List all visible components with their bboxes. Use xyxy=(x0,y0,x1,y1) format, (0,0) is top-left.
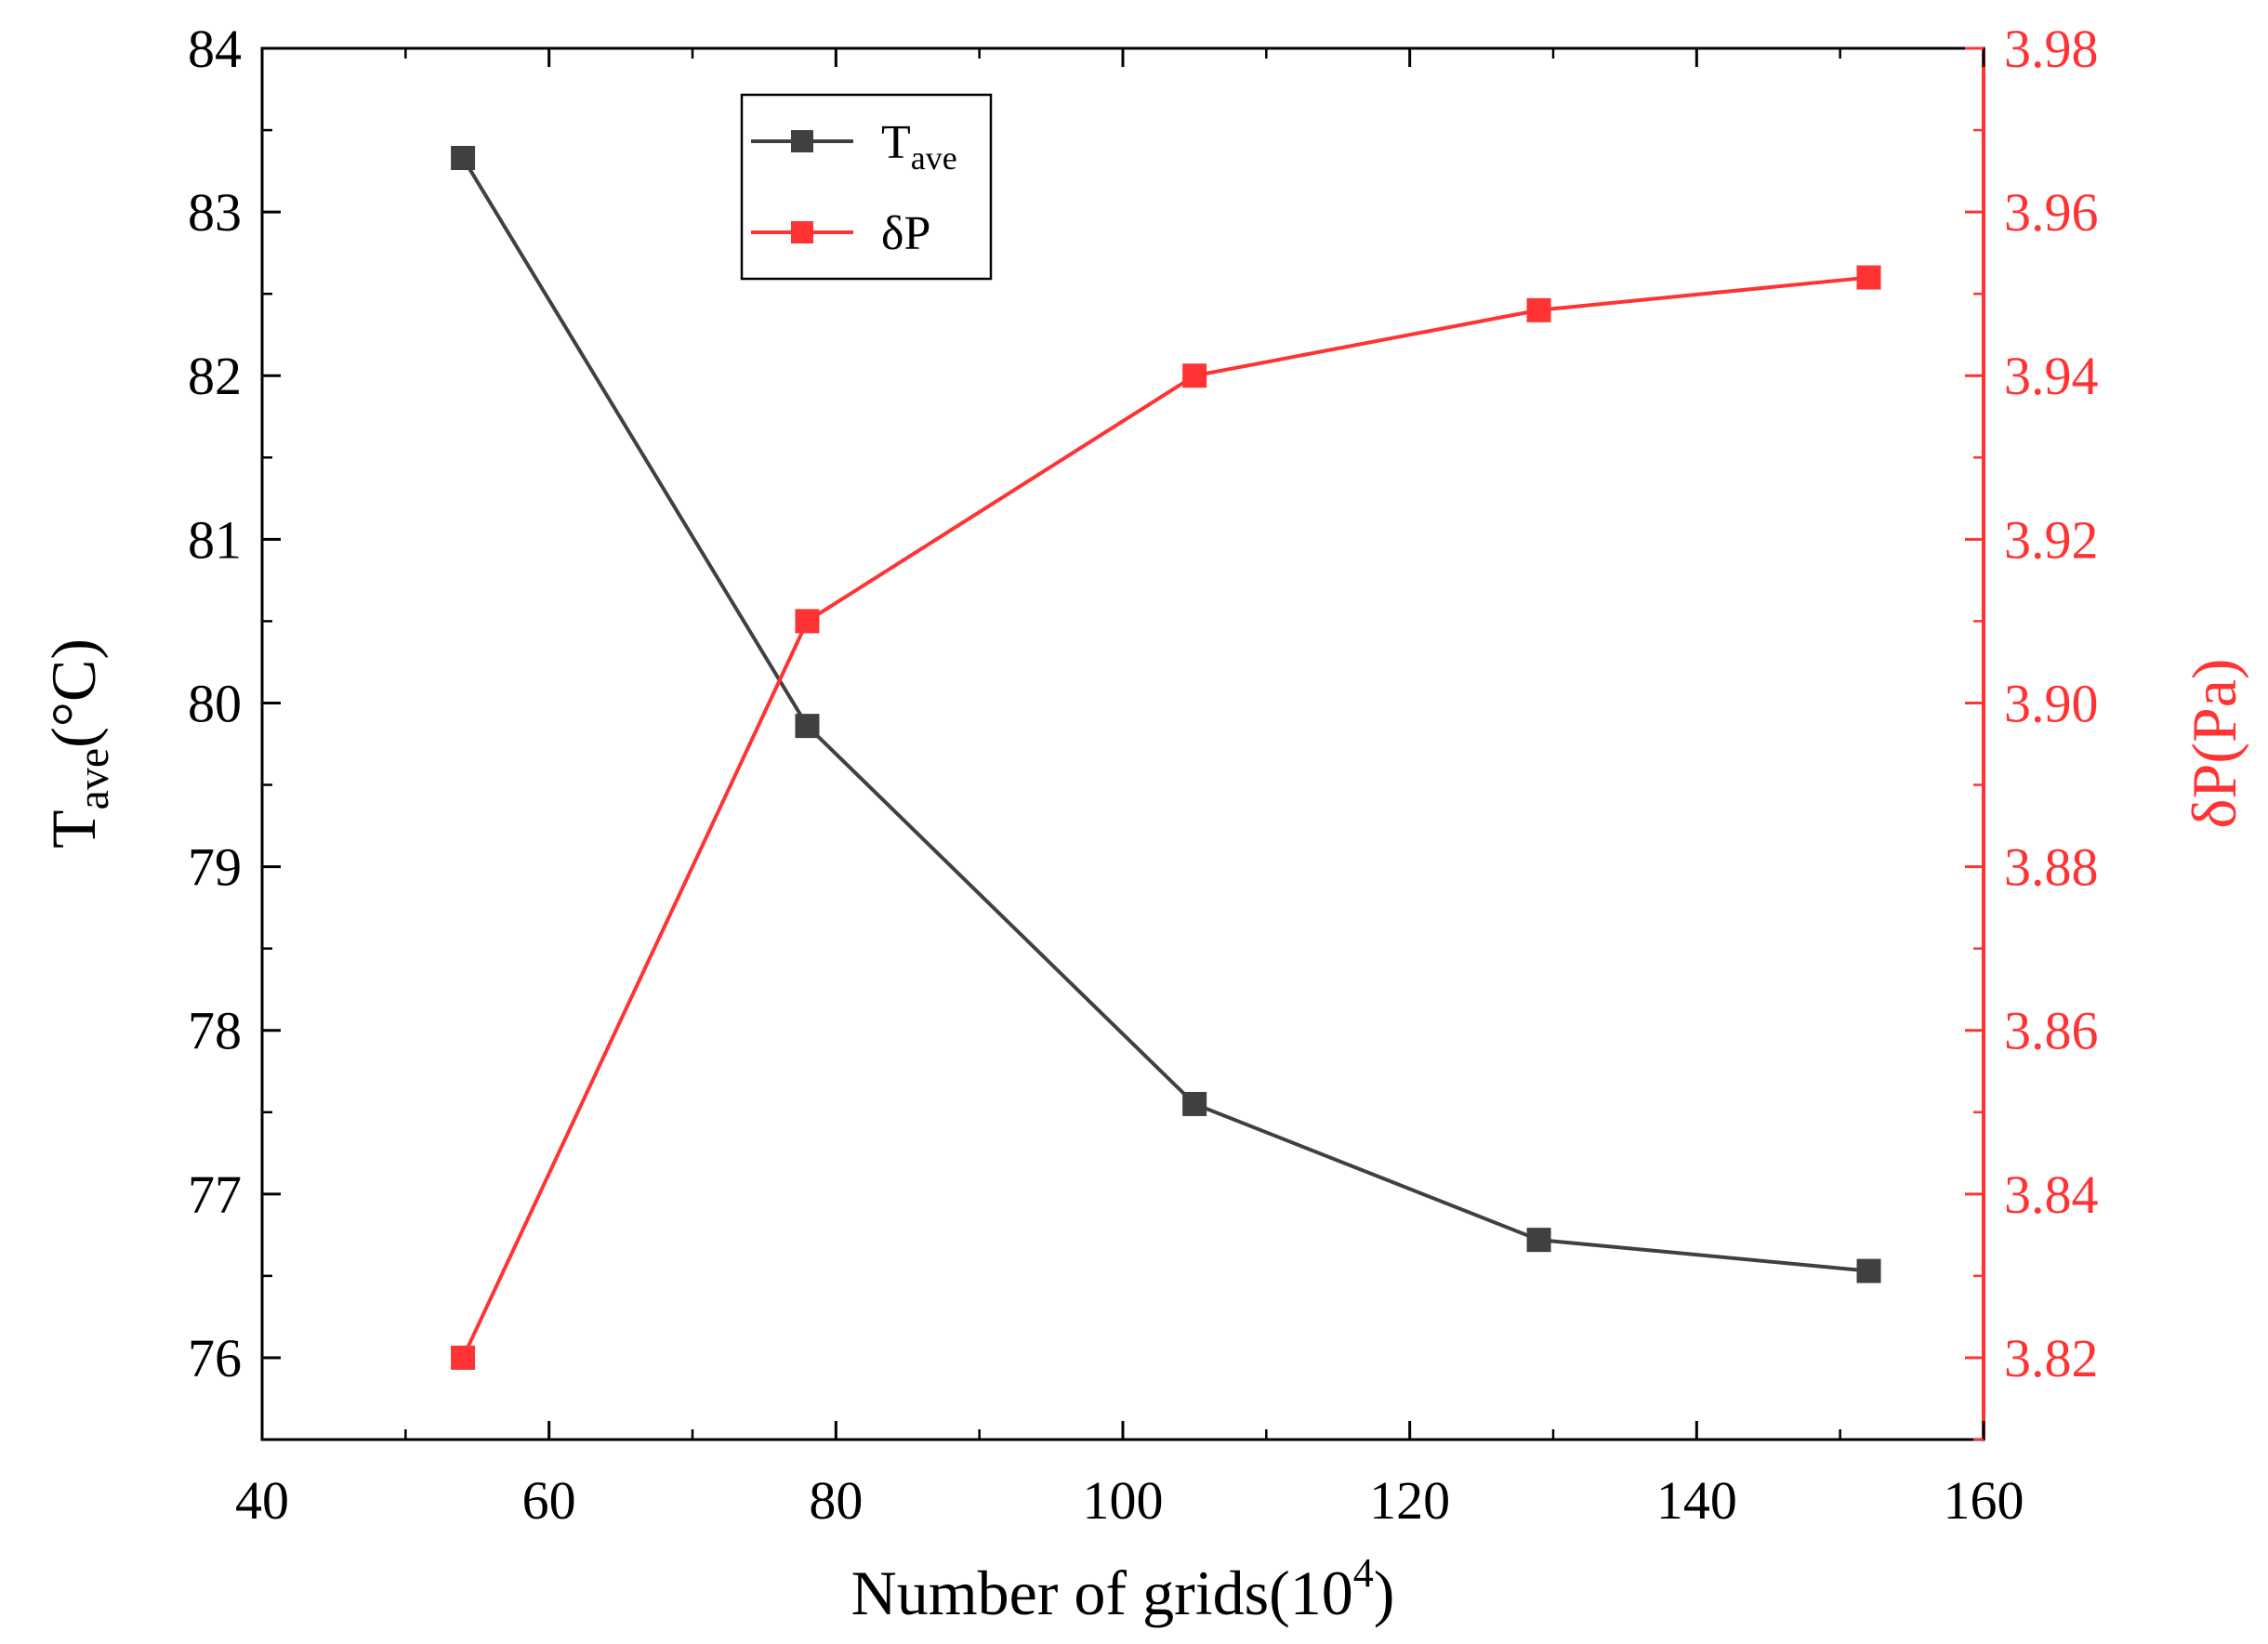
series-0-point xyxy=(1856,1258,1881,1283)
series-0-point xyxy=(451,145,476,170)
x-tick-label: 140 xyxy=(1656,1470,1737,1531)
y-axis-right: 3.82 3.84 3.86 3.88 3.90 3.92 3.94 3.96 3.98 xyxy=(1965,19,2099,1441)
y-right-tick-label: 3.92 xyxy=(2004,509,2099,570)
x-tick-label: 80 xyxy=(809,1470,863,1531)
y-left-tick-label: 78 xyxy=(188,1001,242,1061)
y-right-tick-label: 3.86 xyxy=(2004,1001,2099,1061)
x-tick-label: 40 xyxy=(235,1470,289,1531)
y-right-tick-label: 3.88 xyxy=(2004,837,2099,898)
y-right-tick-label: 3.90 xyxy=(2004,673,2099,733)
x-tick-label: 120 xyxy=(1369,1470,1450,1531)
y-axis-right-title: δP(Pa) xyxy=(2179,658,2249,828)
series-1-point xyxy=(1526,297,1551,322)
y-axis-left-title: Tave(°C) xyxy=(38,638,118,848)
legend-label-dp: δP xyxy=(881,207,930,260)
legend-marker-dp xyxy=(791,221,813,243)
y-right-tick-label: 3.82 xyxy=(2004,1328,2099,1388)
y-left-tick-label: 77 xyxy=(188,1164,242,1225)
y-left-tick-label: 76 xyxy=(188,1328,242,1388)
y-right-tick-label: 3.94 xyxy=(2004,346,2099,406)
x-tick-label: 100 xyxy=(1083,1470,1164,1531)
x-axis: 40 60 80 100 120 140 160 xyxy=(235,48,2024,1531)
y-left-tick-label: 79 xyxy=(188,837,242,898)
y-left-tick-label: 81 xyxy=(188,509,242,570)
y-right-tick-label: 3.84 xyxy=(2004,1164,2099,1225)
y-left-tick-label: 82 xyxy=(188,346,242,406)
series-0-point xyxy=(1182,1091,1207,1116)
series-0-point xyxy=(1526,1228,1551,1253)
x-tick-label: 160 xyxy=(1944,1470,2024,1531)
series-line-1 xyxy=(461,275,1869,1359)
y-left-tick-label: 83 xyxy=(188,182,242,243)
y-left-tick-label: 80 xyxy=(188,673,242,733)
legend: Tave δP xyxy=(740,93,993,281)
x-axis-title: Number of grids(104) xyxy=(851,1550,1395,1628)
series-1-point xyxy=(1856,265,1881,290)
series-line-0 xyxy=(461,156,1869,1273)
series-0-point xyxy=(795,714,820,739)
legend-label-t: Tave xyxy=(881,116,957,177)
x-tick-label: 60 xyxy=(522,1470,576,1531)
y-right-tick-label: 3.98 xyxy=(2004,19,2099,79)
legend-box xyxy=(740,93,993,281)
y-axis-left: 76 77 78 79 80 81 82 83 84 xyxy=(188,19,281,1441)
series-layer xyxy=(451,145,1881,1370)
legend-marker-t xyxy=(791,130,813,152)
series-1-point xyxy=(1182,363,1207,388)
series-1-point xyxy=(451,1345,476,1370)
y-right-tick-label: 3.96 xyxy=(2004,182,2099,243)
series-1-point xyxy=(795,609,820,634)
y-left-tick-label: 84 xyxy=(188,19,242,79)
